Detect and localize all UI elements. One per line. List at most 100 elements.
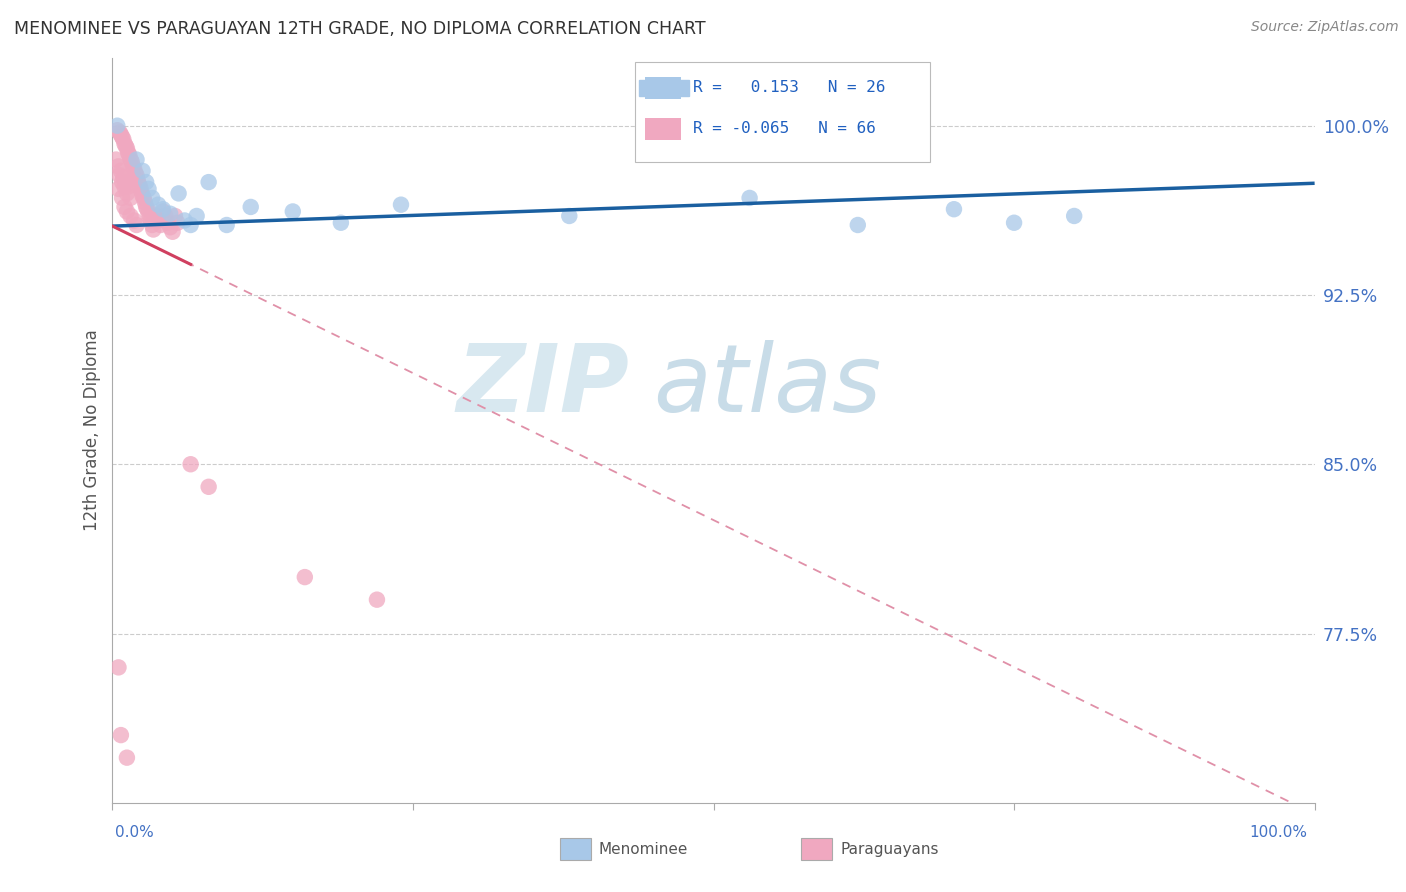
Point bbox=[146, 197, 169, 211]
Text: ZIP: ZIP bbox=[457, 340, 630, 432]
FancyBboxPatch shape bbox=[636, 62, 929, 162]
Point bbox=[117, 179, 139, 194]
Point bbox=[115, 186, 138, 201]
Point bbox=[127, 173, 149, 187]
Point bbox=[180, 218, 202, 232]
Point bbox=[389, 197, 412, 211]
Point bbox=[134, 195, 156, 210]
Point bbox=[122, 213, 145, 227]
Point bbox=[139, 211, 162, 226]
Point bbox=[366, 592, 388, 607]
Point bbox=[125, 169, 148, 183]
Point bbox=[152, 202, 174, 217]
Point bbox=[120, 191, 142, 205]
Point bbox=[142, 222, 165, 236]
Point bbox=[131, 184, 153, 198]
Point bbox=[114, 136, 136, 151]
Point bbox=[138, 182, 160, 196]
Point bbox=[110, 728, 132, 742]
Point bbox=[138, 207, 160, 221]
Text: MENOMINEE VS PARAGUAYAN 12TH GRADE, NO DIPLOMA CORRELATION CHART: MENOMINEE VS PARAGUAYAN 12TH GRADE, NO D… bbox=[14, 20, 706, 37]
Point bbox=[108, 125, 131, 139]
FancyBboxPatch shape bbox=[645, 77, 681, 99]
Point bbox=[117, 145, 139, 160]
Point bbox=[846, 218, 869, 232]
Point bbox=[163, 209, 186, 223]
Point bbox=[215, 218, 238, 232]
Point bbox=[1002, 216, 1025, 230]
Point bbox=[132, 191, 155, 205]
Point bbox=[107, 159, 129, 173]
Point bbox=[124, 166, 146, 180]
Point bbox=[122, 159, 145, 173]
Point bbox=[152, 204, 174, 219]
Point bbox=[149, 218, 172, 232]
Point bbox=[141, 191, 163, 205]
Text: R =   0.153   N = 26: R = 0.153 N = 26 bbox=[693, 80, 886, 95]
Point bbox=[139, 213, 162, 227]
Point bbox=[105, 123, 128, 137]
Point bbox=[197, 175, 219, 189]
Point bbox=[108, 169, 131, 183]
Text: Source: ZipAtlas.com: Source: ZipAtlas.com bbox=[1251, 20, 1399, 34]
Point bbox=[118, 148, 141, 162]
Text: 100.0%: 100.0% bbox=[1250, 825, 1308, 840]
Text: Paraguayans: Paraguayans bbox=[841, 842, 939, 856]
Point bbox=[115, 204, 138, 219]
Point bbox=[111, 175, 134, 189]
Point bbox=[110, 164, 132, 178]
Point bbox=[738, 191, 761, 205]
Point bbox=[1063, 209, 1085, 223]
Point bbox=[112, 132, 135, 146]
Point bbox=[131, 164, 153, 178]
Text: atlas: atlas bbox=[654, 340, 882, 431]
Point bbox=[105, 153, 128, 167]
FancyBboxPatch shape bbox=[645, 118, 681, 140]
Point bbox=[114, 175, 136, 189]
Point bbox=[111, 191, 134, 205]
Point bbox=[180, 457, 202, 471]
Point bbox=[122, 161, 145, 176]
Point bbox=[145, 209, 167, 223]
Point bbox=[159, 207, 181, 221]
Point bbox=[197, 480, 219, 494]
Point bbox=[110, 128, 132, 142]
Point bbox=[135, 175, 157, 189]
Point bbox=[114, 179, 136, 194]
Point bbox=[173, 213, 195, 227]
Point bbox=[125, 218, 148, 232]
Point bbox=[942, 202, 965, 217]
Point bbox=[107, 182, 129, 196]
Text: R = -0.065   N = 66: R = -0.065 N = 66 bbox=[693, 121, 876, 136]
Point bbox=[121, 154, 143, 169]
Point bbox=[120, 153, 142, 167]
Text: 0.0%: 0.0% bbox=[115, 825, 155, 840]
Point bbox=[155, 209, 177, 223]
Point bbox=[115, 750, 138, 764]
Point bbox=[329, 216, 352, 230]
Point bbox=[114, 200, 136, 214]
Point bbox=[107, 660, 129, 674]
Text: Menominee: Menominee bbox=[599, 842, 689, 856]
Point bbox=[162, 225, 184, 239]
Point bbox=[558, 209, 581, 223]
Point bbox=[129, 179, 152, 194]
Point bbox=[112, 170, 135, 185]
Point bbox=[135, 200, 157, 214]
Point bbox=[146, 213, 169, 227]
Point bbox=[281, 204, 304, 219]
Point bbox=[159, 220, 181, 235]
Point bbox=[167, 186, 190, 201]
Point bbox=[115, 141, 138, 155]
Point bbox=[166, 216, 188, 230]
Point bbox=[239, 200, 262, 214]
Point bbox=[114, 139, 136, 153]
Point bbox=[294, 570, 316, 584]
Point bbox=[136, 202, 159, 217]
Point bbox=[131, 188, 153, 202]
Point bbox=[128, 178, 150, 192]
Point bbox=[141, 218, 163, 232]
Point bbox=[105, 119, 128, 133]
Point bbox=[156, 216, 179, 230]
Point bbox=[111, 130, 134, 145]
